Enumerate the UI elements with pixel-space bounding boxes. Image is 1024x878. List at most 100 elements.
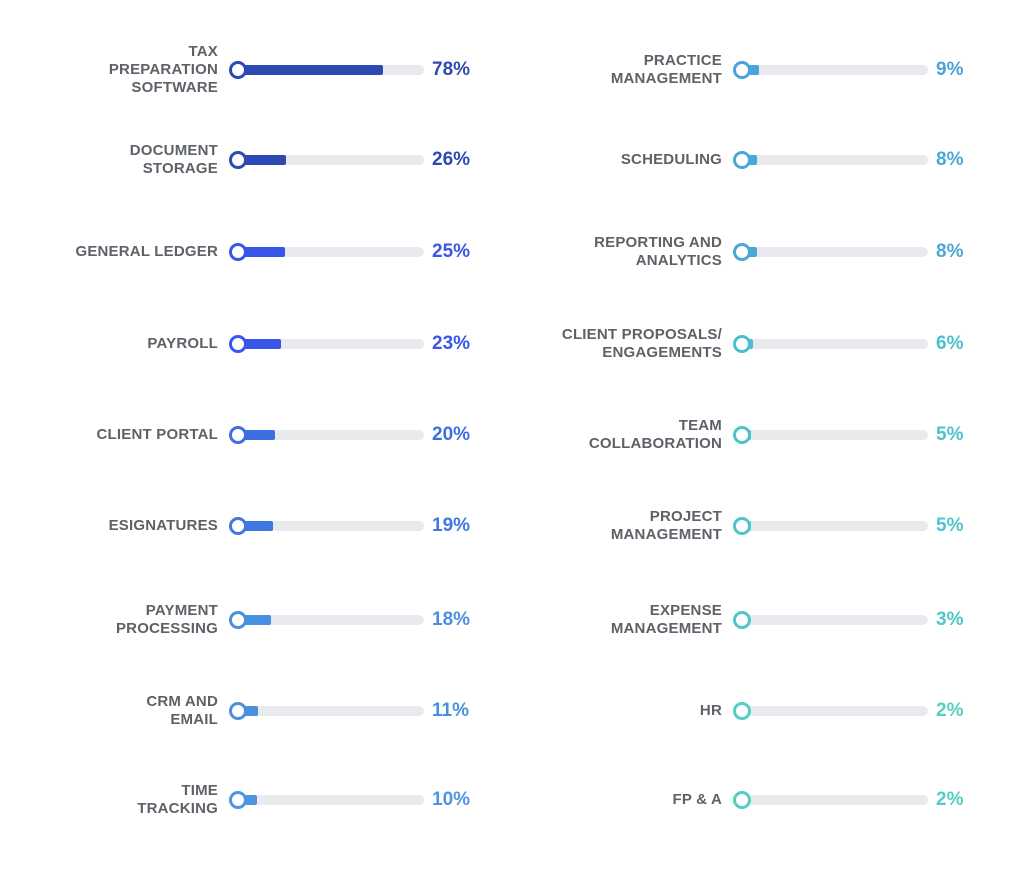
bar-track bbox=[742, 155, 928, 165]
bar-label: PAYROLL bbox=[147, 335, 218, 352]
bar-row: EXPENSE MANAGEMENT 3% bbox=[0, 590, 1024, 650]
bar-value-label: 18% bbox=[432, 609, 471, 630]
bar-value-label: 5% bbox=[936, 424, 964, 445]
bar-value-label: 20% bbox=[432, 424, 471, 445]
bar-value-label: 8% bbox=[936, 149, 964, 170]
bar-row: CRM AND EMAIL 11% bbox=[0, 681, 1024, 741]
bar-fill bbox=[238, 155, 287, 165]
bar-fill bbox=[238, 615, 272, 625]
bar-knob-icon bbox=[733, 426, 751, 444]
bar-label: PROJECT MANAGEMENT bbox=[610, 508, 722, 543]
bar-row: CLIENT PORTAL 20% bbox=[0, 405, 1024, 465]
bar-row: FP & A 2% bbox=[0, 770, 1024, 830]
bar-label: ESIGNATURES bbox=[108, 517, 218, 534]
bar-track bbox=[742, 615, 928, 625]
bar-track bbox=[238, 430, 424, 440]
bar-label: FP & A bbox=[672, 791, 722, 808]
bar-knob-icon bbox=[733, 61, 751, 79]
bar-value-label: 10% bbox=[432, 789, 471, 810]
bar-row: PRACTICE MANAGEMENT 9% bbox=[0, 40, 1024, 100]
bar-label: EXPENSE MANAGEMENT bbox=[610, 602, 722, 637]
bar-label: TEAM COLLABORATION bbox=[588, 417, 722, 452]
bar-knob-icon bbox=[229, 335, 247, 353]
bar-fill bbox=[238, 247, 285, 257]
bar-knob-icon bbox=[229, 791, 247, 809]
bar-label: GENERAL LEDGER bbox=[75, 243, 218, 260]
bar-value-label: 11% bbox=[432, 700, 469, 721]
bar-label: CLIENT PROPOSALS/ ENGAGEMENTS bbox=[561, 326, 722, 361]
bar-row: PAYMENT PROCESSING 18% bbox=[0, 590, 1024, 650]
bar-knob-icon bbox=[229, 151, 247, 169]
bar-row: TAX PREPARATION SOFTWARE 78% bbox=[0, 40, 1024, 100]
bar-track bbox=[742, 521, 928, 531]
bar-value-label: 3% bbox=[936, 609, 964, 630]
bar-row: ESIGNATURES 19% bbox=[0, 496, 1024, 556]
bar-row: DOCUMENT STORAGE 26% bbox=[0, 130, 1024, 190]
bar-knob-icon bbox=[229, 426, 247, 444]
bar-knob-icon bbox=[733, 151, 751, 169]
bar-label: PRACTICE MANAGEMENT bbox=[610, 52, 722, 87]
bar-row: REPORTING AND ANALYTICS 8% bbox=[0, 222, 1024, 282]
bar-knob-icon bbox=[733, 611, 751, 629]
bar-value-label: 5% bbox=[936, 515, 964, 536]
bar-knob-icon bbox=[733, 791, 751, 809]
bar-knob-icon bbox=[229, 517, 247, 535]
bar-track bbox=[742, 339, 928, 349]
bar-row: PROJECT MANAGEMENT 5% bbox=[0, 496, 1024, 556]
bar-value-label: 25% bbox=[432, 241, 471, 262]
bar-row: PAYROLL 23% bbox=[0, 314, 1024, 374]
bar-value-label: 19% bbox=[432, 515, 471, 536]
bar-row: TEAM COLLABORATION 5% bbox=[0, 405, 1024, 465]
bar-label: CRM AND EMAIL bbox=[146, 693, 218, 728]
bar-row: HR 2% bbox=[0, 681, 1024, 741]
bar-knob-icon bbox=[229, 702, 247, 720]
bar-label: HR bbox=[699, 702, 722, 719]
bar-track bbox=[238, 339, 424, 349]
bar-knob-icon bbox=[733, 335, 751, 353]
bar-label: DOCUMENT STORAGE bbox=[129, 142, 218, 177]
bar-track bbox=[238, 65, 424, 75]
bar-value-label: 26% bbox=[432, 149, 471, 170]
bar-track bbox=[238, 247, 424, 257]
bar-label: SCHEDULING bbox=[620, 151, 722, 168]
bar-fill bbox=[238, 521, 274, 531]
bar-row: CLIENT PROPOSALS/ ENGAGEMENTS 6% bbox=[0, 314, 1024, 374]
bar-row: TIME TRACKING 10% bbox=[0, 770, 1024, 830]
bar-label: TAX PREPARATION SOFTWARE bbox=[108, 43, 218, 96]
bar-knob-icon bbox=[229, 61, 247, 79]
bar-value-label: 23% bbox=[432, 333, 471, 354]
bar-row: GENERAL LEDGER 25% bbox=[0, 222, 1024, 282]
bar-value-label: 6% bbox=[936, 333, 964, 354]
bar-track bbox=[238, 795, 424, 805]
bar-track bbox=[742, 65, 928, 75]
bar-knob-icon bbox=[733, 702, 751, 720]
bar-value-label: 2% bbox=[936, 700, 964, 721]
bar-track bbox=[238, 521, 424, 531]
bar-knob-icon bbox=[733, 517, 751, 535]
bar-track bbox=[742, 430, 928, 440]
bar-track bbox=[742, 795, 928, 805]
bar-fill bbox=[238, 706, 259, 716]
bar-knob-icon bbox=[229, 243, 247, 261]
bar-track bbox=[238, 615, 424, 625]
bar-track bbox=[238, 706, 424, 716]
bar-fill bbox=[238, 430, 276, 440]
bar-value-label: 8% bbox=[936, 241, 964, 262]
bar-fill bbox=[238, 339, 281, 349]
bar-track bbox=[742, 247, 928, 257]
bar-knob-icon bbox=[229, 611, 247, 629]
bar-value-label: 9% bbox=[936, 59, 964, 80]
bar-value-label: 2% bbox=[936, 789, 964, 810]
bar-row: SCHEDULING 8% bbox=[0, 130, 1024, 190]
bar-label: TIME TRACKING bbox=[137, 782, 218, 817]
bar-label: REPORTING AND ANALYTICS bbox=[594, 234, 722, 269]
bar-label: PAYMENT PROCESSING bbox=[115, 602, 218, 637]
bar-track bbox=[742, 706, 928, 716]
bar-track bbox=[238, 155, 424, 165]
bar-fill bbox=[238, 795, 257, 805]
bar-knob-icon bbox=[733, 243, 751, 261]
bar-fill bbox=[238, 65, 384, 75]
bar-value-label: 78% bbox=[432, 59, 471, 80]
bar-label: CLIENT PORTAL bbox=[96, 426, 218, 443]
